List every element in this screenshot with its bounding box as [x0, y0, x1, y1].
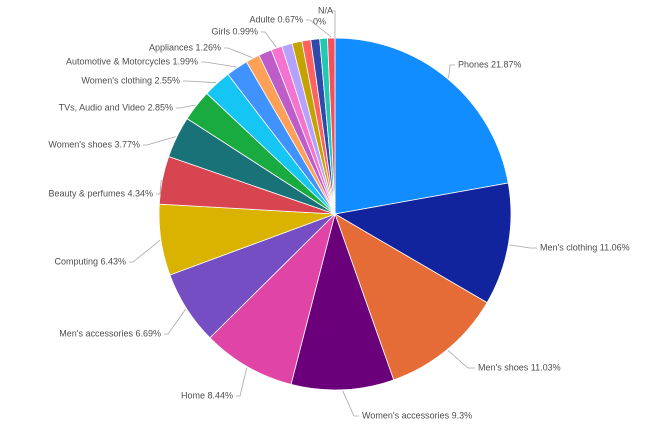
leader-line-na [331, 10, 336, 38]
slice-value-na: 0% [313, 16, 326, 26]
slice-label-home: Home 8.44% [181, 390, 233, 400]
slice-label-beauty-perfumes: Beauty & perfumes 4.34% [48, 188, 153, 198]
leader-line-home [236, 367, 248, 397]
slice-label-girls: Girls 0.99% [211, 26, 258, 36]
pie-slice-phones[interactable] [334, 37, 509, 215]
slice-label-adulte: Adulte 0.67% [249, 14, 303, 24]
leader-line-phones [448, 64, 455, 79]
slice-label-appliances: Appliances 1.26% [149, 42, 221, 52]
leader-line-men-s-shoes [447, 349, 475, 369]
leader-line-automotive-motorcycles [201, 61, 237, 68]
pie-slice-men-s-clothing[interactable] [333, 182, 512, 304]
slice-label-men-s-shoes: Men's shoes 11.03% [478, 362, 561, 372]
leader-line-adulte [306, 19, 332, 38]
slice-label-women-s-accessories: Women's accessories 9.3% [362, 410, 472, 420]
slice-label-tvs-audio-and-video: TVs, Audio and Video 2.85% [59, 102, 173, 112]
slice-label-computing: Computing 6.43% [54, 256, 126, 266]
slice-label-phones: Phones 21.87% [458, 59, 522, 69]
slice-label-na: N/A [318, 5, 333, 15]
leader-line-men-s-clothing [509, 244, 537, 249]
slice-label-men-s-accessories: Men's accessories 6.69% [59, 328, 161, 338]
pie-slice-women-s-accessories[interactable] [290, 212, 395, 391]
leader-line-men-s-accessories [164, 308, 187, 335]
leader-line-appliances [224, 47, 253, 58]
leader-line-tvs-audio-and-video [176, 104, 196, 109]
slice-label-automotive-motorcycles: Automotive & Motorcycles 1.99% [66, 56, 198, 66]
leader-lines [129, 10, 537, 417]
leader-line-computing [129, 239, 161, 263]
slice-label-women-s-clothing: Women's clothing 2.55% [81, 75, 180, 85]
leader-line-women-s-clothing [183, 80, 217, 84]
leader-line-girls [261, 31, 277, 48]
slice-labels: Phones 21.87% Men's clothing 11.06% Men's … [48, 5, 629, 420]
slice-label-women-s-shoes: Women's shoes 3.77% [48, 139, 140, 149]
pie-slice-men-s-shoes[interactable] [334, 213, 488, 381]
leader-line-women-s-accessories [342, 390, 359, 417]
slice-label-men-s-clothing: Men's clothing 11.06% [540, 242, 630, 252]
leader-line-beauty-perfumes [156, 179, 162, 195]
pie-slices [158, 37, 512, 391]
pie-slice-home[interactable] [209, 212, 336, 385]
leader-line-women-s-shoes [143, 136, 176, 146]
